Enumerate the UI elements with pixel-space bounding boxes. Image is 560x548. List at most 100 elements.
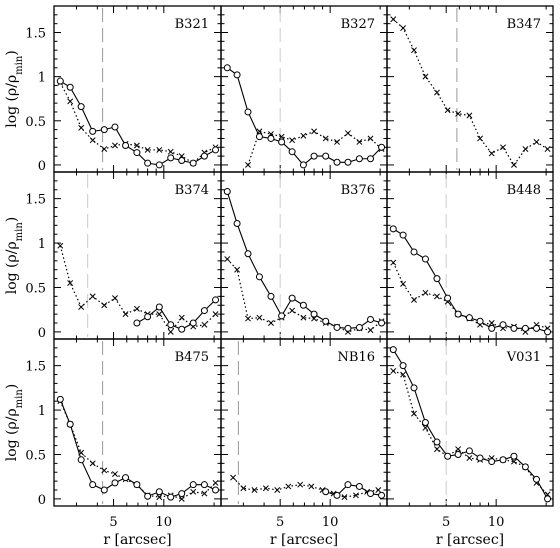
cross-marker — [156, 311, 163, 318]
circle-marker — [378, 143, 386, 151]
x-axis-labels: 5 10 r [arcsec] 5 10 r [arcsec] 5 10 r [arcsec] — [103, 515, 504, 548]
panel-b327: B327 — [220, 5, 388, 173]
panel-nb16: NB16 — [220, 338, 388, 507]
cross-marker — [256, 314, 263, 321]
cross-marker — [356, 139, 363, 145]
cross-marker — [422, 289, 429, 296]
circle-marker — [533, 475, 541, 483]
cross-marker — [341, 494, 348, 501]
circle-marker — [133, 149, 141, 157]
cross-marker — [251, 487, 258, 493]
circle-marker — [155, 303, 163, 311]
circle-marker — [299, 161, 307, 169]
circle-marker — [77, 456, 85, 464]
circle-marker — [267, 292, 275, 300]
cross-marker — [178, 495, 185, 502]
circle-marker — [454, 310, 462, 318]
cross-marker — [112, 295, 118, 302]
panel-data — [230, 474, 386, 501]
circle-marker — [255, 273, 263, 281]
circle-marker — [212, 486, 220, 494]
circle-marker — [454, 450, 462, 458]
y-axis-title-main: log (ρ/ρ — [4, 408, 20, 461]
circle-marker — [223, 64, 231, 72]
y-axis-title-main: log (ρ/ρ — [4, 241, 20, 294]
cross-marker — [466, 112, 473, 119]
cross-marker — [133, 142, 140, 149]
cross-marker — [212, 479, 219, 486]
cross-marker — [308, 483, 315, 490]
circle-marker — [310, 152, 318, 160]
y-axis-title: log (ρ/ρmin) — [4, 217, 25, 295]
circle-marker — [399, 231, 407, 239]
cross-marker — [533, 139, 540, 145]
x-tick-label: 5 — [109, 515, 117, 530]
panel-data — [389, 225, 552, 336]
circle-marker — [344, 158, 352, 166]
circle-marker — [355, 155, 363, 163]
y-tick-label: 1 — [38, 404, 46, 419]
panel-label: NB16 — [338, 350, 375, 365]
cross-marker — [230, 474, 236, 481]
circle-marker — [223, 188, 231, 196]
circle-marker — [421, 419, 429, 426]
circle-marker — [499, 456, 507, 464]
cross-marker — [268, 320, 274, 326]
cross-marker — [455, 110, 462, 117]
solid-series-line — [226, 67, 382, 166]
panel-label: V031 — [506, 350, 541, 365]
y-axis-title-close: ) — [4, 50, 20, 55]
x-tick-label: 10 — [488, 515, 505, 530]
y-tick-label: 1 — [38, 237, 46, 252]
cross-marker — [400, 280, 407, 287]
cross-marker — [511, 161, 517, 168]
circle-marker — [144, 492, 152, 500]
cross-marker — [289, 137, 296, 144]
y-tick-label: 0.5 — [25, 448, 46, 463]
circle-marker — [56, 77, 64, 85]
circle-marker — [355, 482, 363, 490]
circle-marker — [521, 324, 529, 332]
circle-marker — [476, 454, 484, 462]
circle-marker — [533, 324, 541, 332]
panel-b321: B321 — [53, 5, 222, 173]
circle-marker — [544, 328, 552, 336]
cross-marker — [78, 124, 85, 131]
panel-data — [390, 16, 551, 168]
cross-marker — [274, 487, 281, 493]
panel-v031: V031 — [386, 338, 554, 507]
cross-marker — [300, 314, 307, 321]
circle-marker — [89, 127, 97, 135]
circle-marker — [399, 362, 407, 370]
cross-marker — [278, 133, 285, 140]
cross-marker — [212, 311, 219, 318]
cross-marker — [234, 266, 241, 273]
cross-marker — [345, 130, 351, 137]
cross-marker — [422, 73, 429, 80]
panel-label: B376 — [341, 183, 375, 198]
circle-marker — [255, 133, 263, 141]
y-axis-title-sub: min — [14, 222, 25, 242]
cross-marker — [224, 256, 231, 263]
y-axis-title-close: ) — [4, 217, 20, 222]
cross-marker — [156, 494, 163, 501]
circle-marker — [111, 479, 119, 487]
solid-series-line — [392, 349, 549, 500]
dotted-series-line — [226, 258, 382, 333]
cross-marker — [201, 490, 208, 497]
cross-marker — [367, 327, 374, 334]
circle-marker — [122, 474, 130, 482]
x-axis-title: r [arcsec] — [436, 532, 504, 548]
cross-marker — [455, 446, 462, 453]
circle-marker — [288, 294, 296, 302]
cross-marker — [167, 328, 174, 335]
panel-b347: B347 — [386, 5, 554, 173]
circle-marker — [499, 321, 507, 329]
cross-marker — [122, 311, 129, 318]
x-axis-title: r [arcsec] — [270, 532, 338, 548]
circle-marker — [278, 138, 286, 146]
panel-data — [57, 242, 220, 335]
circle-marker — [544, 495, 552, 503]
circle-marker — [322, 152, 330, 160]
